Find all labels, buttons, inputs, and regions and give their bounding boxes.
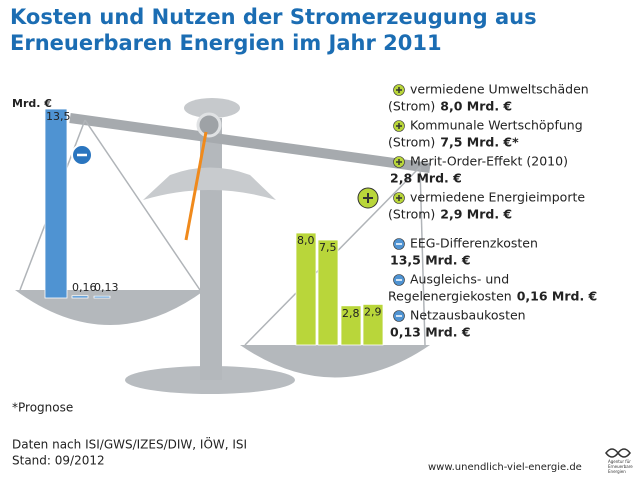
bar — [318, 240, 338, 345]
legend-text: Regelenergiekosten — [388, 289, 512, 304]
legend-text: (Strom) — [388, 207, 435, 222]
legend-amount: 7,5 Mrd. €* — [440, 135, 519, 150]
value-label: 8,0 — [297, 234, 315, 247]
website: www.unendlich-viel-energie.de — [428, 462, 582, 473]
legend-text: EEG-Differenzkosten — [410, 236, 538, 251]
source: Daten nach ISI/GWS/IZES/DIW, IÖW, ISI — [12, 436, 247, 452]
title: Kosten und Nutzen der Stromerzeugung aus — [10, 5, 537, 29]
legend-text: (Strom) — [388, 99, 435, 114]
value-label: 0,13 — [94, 281, 119, 294]
legend-text: vermiedene Umweltschäden — [410, 82, 589, 97]
bar — [94, 296, 110, 298]
legend-amount: 8,0 Mrd. € — [440, 99, 512, 114]
logo-text: Agentur für Erneuerbare Energien — [608, 459, 642, 481]
legend-amount: 2,8 Mrd. € — [390, 171, 462, 186]
value-label: 2,8 — [342, 307, 360, 320]
legend-text: vermiedene Energieimporte — [410, 190, 585, 205]
legend-text: (Strom) — [388, 135, 435, 150]
bar — [296, 233, 316, 345]
legend-amount: 13,5 Mrd. € — [390, 253, 471, 268]
legend-text: Merit-Order-Effekt (2010) — [410, 154, 568, 169]
chart: Kosten und Nutzen der Stromerzeugung aus… — [0, 0, 643, 486]
legend-amount: 2,9 Mrd. € — [440, 207, 512, 222]
unit-label: Mrd. € — [12, 97, 52, 110]
logo-caption: Agentur für Erneuerbare Energien — [608, 459, 642, 474]
value-label: 2,9 — [364, 305, 382, 318]
legend-text: Kommunale Wertschöpfung — [410, 118, 583, 133]
title: Erneuerbaren Energien im Jahr 2011 — [10, 31, 442, 55]
legend-amount: 0,13 Mrd. € — [390, 325, 471, 340]
date: Stand: 09/2012 — [12, 454, 105, 468]
value-label: 7,5 — [319, 241, 337, 254]
legend-amount: 0,16 Mrd. € — [517, 289, 598, 304]
bar — [72, 296, 88, 298]
legend-text: Netzausbaukosten — [410, 308, 526, 323]
footnote: *Prognose — [12, 401, 73, 415]
bar — [45, 109, 67, 298]
value-label: 0,16 — [72, 281, 97, 294]
value-label: 13,5 — [46, 110, 71, 123]
legend-text: Ausgleichs- und — [410, 272, 509, 287]
